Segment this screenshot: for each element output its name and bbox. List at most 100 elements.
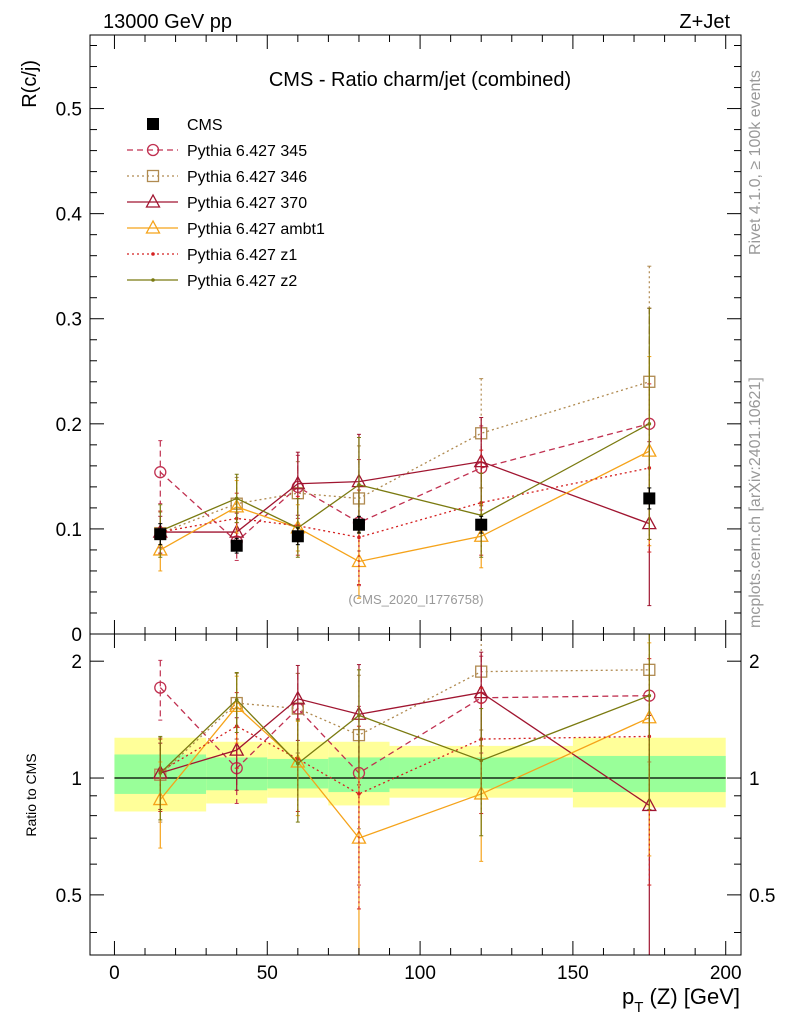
ratio-data-point bbox=[234, 698, 239, 702]
legend-item: Pythia 6.427 z1 bbox=[127, 247, 297, 264]
main-y-tick-label: 0.2 bbox=[56, 415, 82, 436]
ratio-series-line bbox=[159, 705, 650, 839]
legend-label: Pythia 6.427 z2 bbox=[187, 273, 297, 290]
ratio-frame bbox=[89, 633, 742, 956]
legend-item: CMS bbox=[147, 117, 223, 134]
ratio-series-line bbox=[159, 725, 650, 795]
ratio-data-point bbox=[357, 792, 361, 796]
main-series-line bbox=[160, 460, 650, 533]
ratio-series-line bbox=[159, 687, 650, 774]
main-data-point bbox=[290, 475, 306, 490]
x-axis-label-rest: (Z) [GeV] bbox=[643, 984, 740, 1009]
x-tick-label: 0 bbox=[109, 963, 120, 984]
ratio-data-point bbox=[229, 741, 245, 756]
main-axes: 0 0.1 0.2 0.3 0.4 0.5 bbox=[56, 35, 741, 646]
ratio-data-point bbox=[290, 690, 306, 705]
ratio-y-tick-label-right: 0.5 bbox=[749, 886, 775, 907]
main-data-point bbox=[643, 492, 656, 505]
ratio-data-point bbox=[296, 761, 300, 766]
legend-item: Pythia 6.427 370 bbox=[127, 193, 307, 212]
legend-marker bbox=[151, 252, 155, 256]
x-tick-label: 200 bbox=[710, 963, 742, 984]
main-series-pythia-6-427-345 bbox=[154, 307, 656, 587]
main-data-layer bbox=[152, 265, 657, 607]
main-data-point bbox=[352, 518, 365, 531]
legend-marker bbox=[145, 219, 161, 234]
ratio-data-point bbox=[158, 771, 163, 775]
analysis-watermark: (CMS_2020_I1776758) bbox=[348, 592, 483, 607]
main-series-line bbox=[159, 423, 650, 543]
main-series-line bbox=[159, 450, 650, 563]
ratio-y-tick-label-right: 2 bbox=[749, 652, 760, 673]
side-text-bottom: mcplots.cern.ch [arXiv:2401.10621] bbox=[747, 377, 764, 628]
legend-marker bbox=[145, 193, 161, 208]
main-y-axis-label: R(c/j) bbox=[19, 60, 41, 108]
main-data-point bbox=[291, 530, 304, 543]
main-series-pythia-6-427-ambt1 bbox=[152, 356, 657, 599]
main-y-tick-label: 0 bbox=[71, 625, 82, 646]
ratio-data-point bbox=[154, 681, 167, 694]
ratio-axes: 0.5 0.5 1 1 2 2 0 50 100 150 200 bbox=[56, 634, 775, 984]
main-data-point bbox=[230, 539, 243, 552]
legend-marker bbox=[151, 278, 155, 282]
ratio-series-line bbox=[159, 695, 650, 774]
legend-item: Pythia 6.427 z2 bbox=[127, 273, 297, 290]
main-panel: 0 0.1 0.2 0.3 0.4 0.5 CMS - Ratio charm/jet (… bbox=[19, 34, 742, 646]
main-y-tick-label: 0.5 bbox=[56, 100, 82, 121]
main-title: CMS - Ratio charm/jet (combined) bbox=[269, 69, 571, 91]
main-data-point bbox=[647, 422, 652, 426]
ratio-data-point bbox=[357, 713, 361, 718]
main-data-point bbox=[357, 482, 361, 487]
side-text-top: Rivet 4.1.0, ≥ 100k events bbox=[747, 70, 764, 255]
ratio-panel: 0.5 0.5 1 1 2 2 0 50 100 150 200 Ratio to CMS bbox=[23, 633, 775, 984]
main-series-line bbox=[160, 423, 650, 532]
legend-label: Pythia 6.427 370 bbox=[187, 195, 307, 212]
x-tick-label: 150 bbox=[557, 963, 589, 984]
ratio-y-tick-label: 0.5 bbox=[56, 886, 82, 907]
ratio-y-tick-label: 2 bbox=[71, 652, 82, 673]
x-tick-label: 100 bbox=[404, 963, 436, 984]
main-y-tick-label: 0.1 bbox=[56, 520, 82, 541]
legend-item: Pythia 6.427 346 bbox=[127, 169, 307, 186]
legend: CMS Pythia 6.427 345 Pythia 6.427 346 Pythi… bbox=[127, 117, 325, 290]
ratio-y-axis-label: Ratio to CMS bbox=[23, 753, 39, 836]
header-right: Z+Jet bbox=[679, 11, 730, 33]
x-tick-label: 50 bbox=[257, 963, 278, 984]
legend-item: Pythia 6.427 ambt1 bbox=[127, 219, 325, 238]
legend-label: CMS bbox=[187, 117, 223, 134]
ratio-data-layer bbox=[152, 633, 657, 956]
main-series-cms bbox=[154, 487, 656, 554]
legend-label: Pythia 6.427 345 bbox=[187, 143, 307, 160]
ratio-y-tick-label-right: 1 bbox=[749, 769, 760, 790]
ratio-series-line bbox=[160, 691, 650, 806]
legend-item: Pythia 6.427 345 bbox=[127, 143, 307, 160]
ratio-y-tick-label: 1 bbox=[71, 769, 82, 790]
x-axis-label-sub: T bbox=[634, 999, 643, 1016]
main-data-point bbox=[229, 523, 245, 538]
x-axis-label: pT (Z) [GeV] bbox=[622, 984, 740, 1016]
main-series-pythia-6-427-z2 bbox=[158, 307, 652, 558]
main-y-tick-label: 0.4 bbox=[56, 205, 83, 226]
x-axis-label-p: p bbox=[622, 984, 634, 1009]
main-data-point bbox=[154, 466, 167, 479]
main-data-point bbox=[154, 528, 167, 541]
legend-marker bbox=[146, 169, 160, 183]
ratio-series-pythia-6-427-z2 bbox=[158, 633, 652, 837]
ratio-data-point bbox=[647, 693, 652, 698]
ratio-data-point bbox=[479, 758, 484, 763]
legend-label: Pythia 6.427 z1 bbox=[187, 247, 297, 264]
ratio-bands bbox=[114, 737, 726, 812]
main-data-point bbox=[475, 518, 488, 531]
main-data-point bbox=[357, 535, 361, 540]
main-series-pythia-6-427-z1 bbox=[158, 383, 652, 586]
main-series-line bbox=[160, 381, 650, 534]
legend-marker bbox=[146, 143, 160, 157]
main-series-line bbox=[160, 467, 650, 538]
legend-label: Pythia 6.427 346 bbox=[187, 169, 307, 186]
legend-marker bbox=[147, 118, 159, 130]
main-y-tick-label: 0.3 bbox=[56, 310, 82, 331]
legend-label: Pythia 6.427 ambt1 bbox=[187, 221, 325, 238]
main-data-point bbox=[234, 496, 239, 501]
header-left: 13000 GeV pp bbox=[103, 11, 232, 33]
